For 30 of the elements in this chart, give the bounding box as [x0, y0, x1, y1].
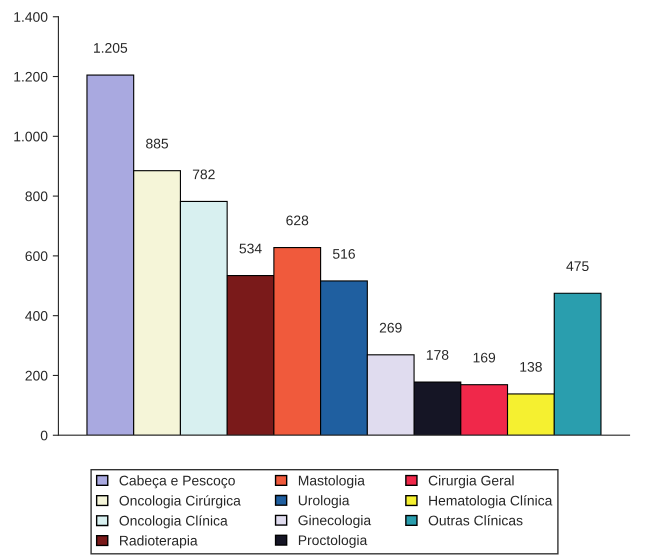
- text: 885: [146, 138, 168, 148]
- legend-label: Radioterapia: [120, 535, 198, 548]
- legend-label: Hematologia Clínica: [429, 495, 552, 508]
- y-tick-label: 800: [25, 191, 48, 202]
- text: 169: [474, 352, 496, 363]
- y-tick-label: 600: [26, 251, 48, 262]
- text: 138: [520, 362, 542, 372]
- text: 516: [332, 248, 355, 259]
- text: 475: [566, 261, 589, 272]
- y-tick-label: 1.000: [14, 132, 48, 142]
- y-tick-label: 0: [40, 430, 48, 440]
- legend-label: Urologia: [298, 495, 350, 508]
- text: 269: [380, 322, 402, 333]
- text: 1.205: [94, 43, 128, 53]
- text: 782: [192, 169, 215, 180]
- y-tick-label: 1.400: [14, 12, 48, 22]
- legend-label: Mastologia: [298, 475, 365, 488]
- legend-label: Cirurgia Geral: [428, 475, 514, 488]
- legend-label: Oncologia Clínica: [120, 515, 228, 528]
- legend-label: Oncologia Cirúrgica: [120, 495, 241, 508]
- y-tick-label: 400: [25, 311, 48, 321]
- legend-label: Cabeça e Pescoço: [120, 475, 235, 488]
- legend-label: Proctologia: [298, 534, 368, 548]
- y-tick-label: 200: [26, 370, 48, 381]
- text: 628: [286, 215, 308, 226]
- legend-label: Ginecologia: [298, 515, 372, 528]
- text: 534: [239, 244, 262, 254]
- legend-label: Outras Clínicas: [428, 515, 523, 526]
- y-tick-label: 1.200: [14, 72, 48, 82]
- text: 178: [426, 350, 448, 360]
